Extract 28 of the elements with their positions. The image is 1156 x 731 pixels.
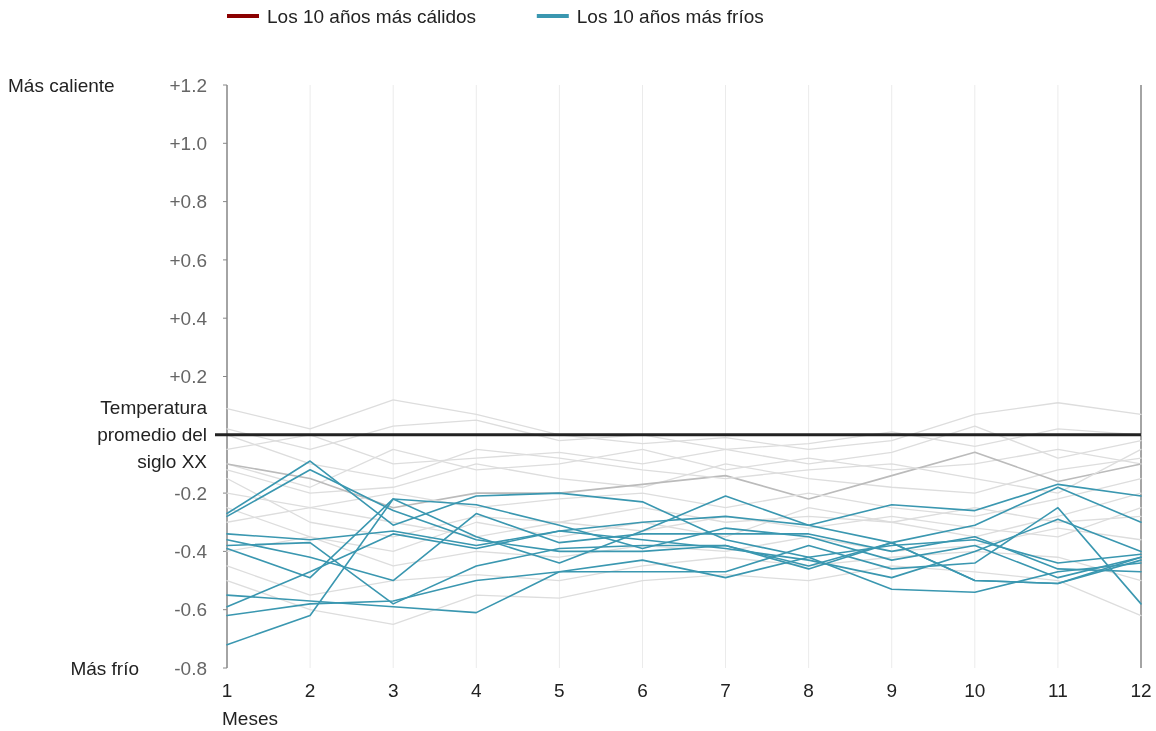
text: Más caliente: [8, 74, 115, 96]
x-tick-label: 3: [387, 680, 399, 701]
x-tick-label: 12: [1130, 680, 1152, 701]
y-tick-label: +0.4: [169, 307, 208, 329]
x-tick-label: 10: [964, 680, 986, 701]
y-tick-label: -0.6: [174, 599, 207, 621]
x-tick-label: 9: [886, 680, 898, 701]
y-tick-label: -0.4: [174, 541, 208, 563]
legend-label: Los 10 años más fríos: [576, 5, 764, 27]
y-tick-label: +0.8: [169, 191, 207, 213]
x-tick-label: 1: [221, 680, 233, 701]
y-tick-label: -0.2: [174, 482, 207, 504]
ref-line-label: Temperatura promedio del siglo XX: [97, 397, 208, 473]
legend-label: Los 10 años más cálidos: [267, 5, 477, 27]
x-tick-label: 6: [637, 680, 648, 701]
y-tick-label: +0.6: [169, 249, 207, 271]
y-tick-label: +1.2: [169, 74, 207, 96]
x-tick-label: 8: [803, 680, 814, 701]
x-tick-label: 2: [304, 680, 316, 701]
y-tick-label: +1.0: [169, 132, 207, 154]
x-axis-title: Meses: [222, 708, 278, 729]
text: Más frío: [70, 657, 139, 679]
x-tick-label: 5: [554, 680, 565, 701]
x-tick-label: 4: [470, 680, 482, 701]
x-tick-label: 11: [1048, 680, 1068, 701]
x-tick-label: 7: [720, 680, 731, 701]
y-tick-label: +0.2: [169, 366, 207, 388]
y-tick-label: -0.8: [174, 657, 207, 679]
